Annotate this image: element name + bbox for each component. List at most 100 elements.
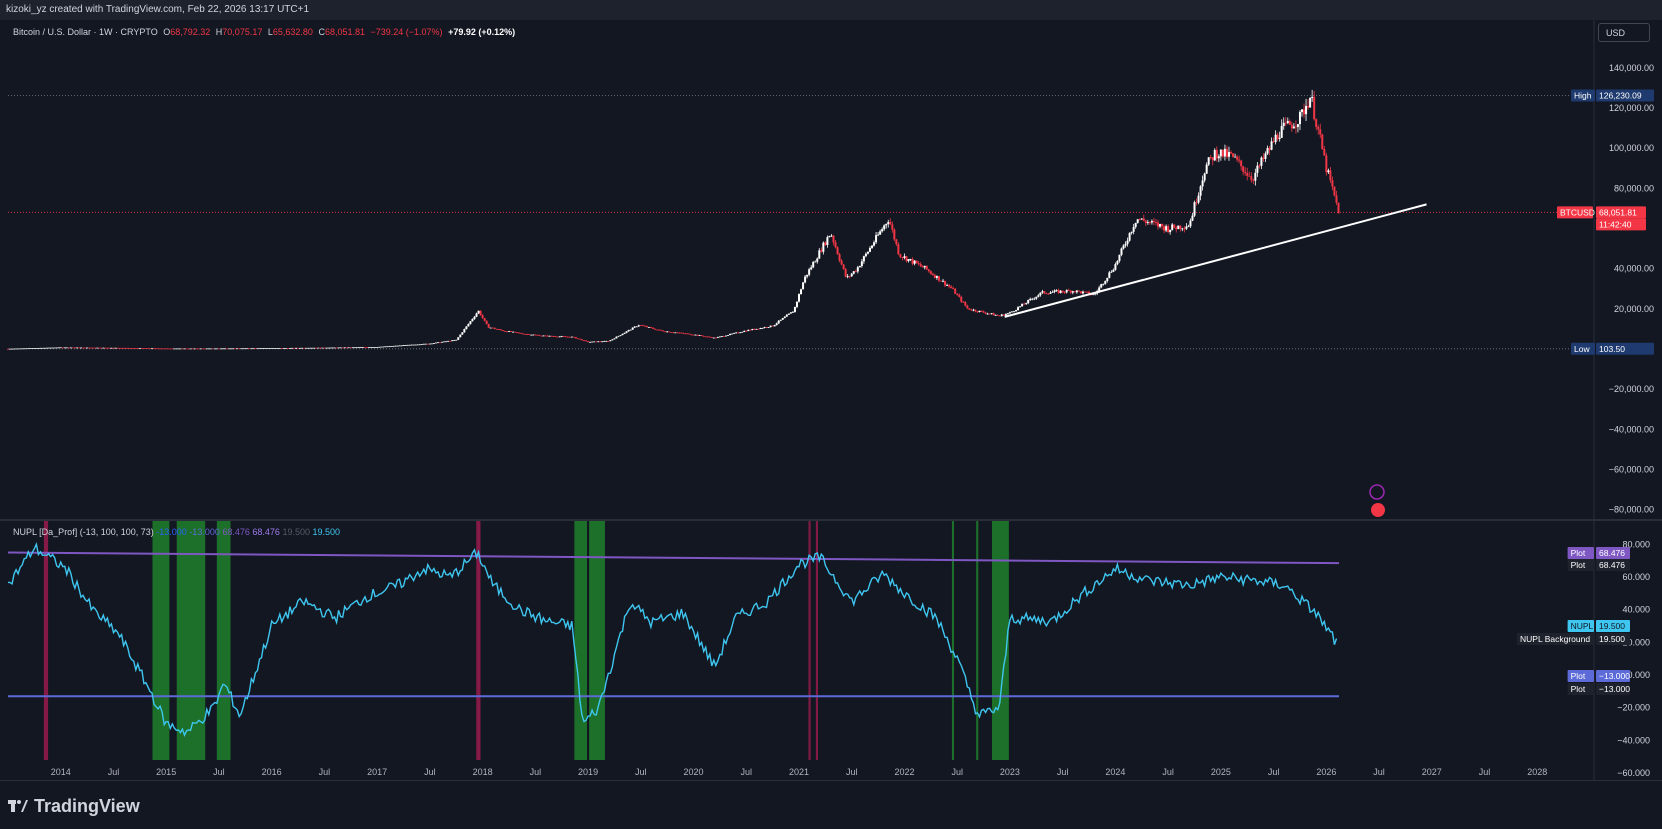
candle-body	[1045, 293, 1048, 295]
candle-body	[1012, 311, 1015, 313]
candle-body	[1023, 303, 1026, 305]
chart-canvas[interactable]: 140,000.00 120,000.00 100,000.00 80,000.00 4…	[0, 0, 1662, 780]
candle-body	[840, 260, 843, 265]
candle-body	[404, 345, 407, 346]
candle-body	[292, 347, 295, 349]
candle-body	[495, 328, 498, 330]
time-tick-label: Jul	[741, 767, 753, 777]
candle-body	[248, 348, 251, 350]
time-tick-label: 2017	[367, 767, 387, 777]
candle-body	[1039, 292, 1042, 296]
tradingview-logo[interactable]: TradingView	[8, 796, 140, 817]
candle-body	[1146, 222, 1149, 223]
currency-button[interactable]: USD	[1598, 23, 1650, 42]
candle-body	[905, 256, 908, 262]
candle-body	[1148, 222, 1151, 223]
candle-body	[43, 347, 46, 349]
candle-body	[479, 310, 482, 316]
candle-body	[795, 301, 798, 307]
indicator-legend[interactable]: NUPL [Da_Prof] (-13, 100, 100, 73) -13.0…	[13, 527, 340, 537]
candle-body	[680, 332, 683, 334]
candle-body	[1323, 149, 1326, 156]
candle-body	[329, 347, 332, 349]
ind-tag-value: −13.000	[1596, 683, 1630, 695]
candle-body	[1333, 186, 1336, 196]
candle-body	[757, 328, 760, 330]
candle-body	[751, 328, 754, 331]
candle-body	[1260, 157, 1263, 166]
candle-body	[146, 348, 149, 350]
candle-body	[992, 313, 995, 316]
time-tick-label: Jul	[319, 767, 331, 777]
candle-body	[33, 348, 36, 349]
candle-body	[321, 347, 324, 349]
time-tick-label: 2026	[1316, 767, 1336, 777]
candle-body	[939, 280, 942, 282]
ind-tag-value: 19.500	[1596, 620, 1630, 632]
candle-body	[244, 348, 247, 350]
candle-body	[359, 347, 362, 348]
candle-body	[589, 341, 592, 343]
ind-tag-value-bg	[1596, 547, 1630, 559]
candle-body	[668, 331, 671, 333]
nupl-upper-band	[7, 551, 1339, 565]
candle-body	[722, 336, 725, 337]
candle-body	[690, 334, 693, 336]
candle-body	[270, 348, 273, 349]
candle-body	[108, 347, 111, 349]
candle-body	[185, 348, 188, 350]
candle-body	[262, 348, 265, 349]
candle-body	[566, 336, 569, 338]
candle-body	[481, 315, 484, 319]
close-value: 68,051.81	[324, 27, 365, 37]
candle-body	[960, 296, 963, 302]
candle-body	[441, 341, 444, 343]
nupl-line	[7, 542, 1339, 738]
candle-body	[787, 313, 790, 315]
candle-body	[1262, 157, 1265, 159]
candle-body	[487, 324, 490, 328]
candle-body	[935, 276, 938, 278]
candle-body	[197, 348, 200, 350]
candle-body	[881, 229, 884, 232]
candle-body	[698, 335, 701, 336]
candle-body	[53, 347, 56, 349]
ind-tag-value-bg	[1596, 633, 1630, 645]
candle-body	[1100, 284, 1103, 288]
candle-body	[958, 294, 961, 297]
nupl-accumulation-zone	[152, 521, 170, 760]
ind-tag-name: Plot	[1567, 547, 1594, 559]
candle-body	[635, 326, 638, 328]
candle-body	[990, 313, 993, 315]
nupl-accumulation-zone	[216, 521, 231, 760]
indicator-tick-label: −20.000	[1617, 703, 1650, 713]
candle-body	[1331, 180, 1334, 187]
candle-body	[286, 348, 289, 349]
candle-body	[767, 327, 770, 328]
candle-body	[187, 348, 190, 350]
candle-body	[1292, 126, 1295, 129]
candle-body	[1059, 290, 1062, 293]
candle-body	[806, 274, 809, 277]
candle-body	[1280, 125, 1283, 138]
price-tick-label: −40,000.00	[1609, 424, 1654, 434]
candle-body	[613, 338, 616, 340]
candle-body	[927, 269, 930, 272]
candle-body	[633, 326, 636, 328]
candle-body	[1138, 219, 1141, 221]
candle-body	[1185, 226, 1188, 229]
candle-body	[1177, 225, 1180, 230]
candle-body	[447, 340, 450, 342]
ind-tag-name-text: Plot	[1571, 684, 1586, 694]
candle-body	[716, 336, 719, 338]
candle-body	[952, 288, 955, 289]
candle-body	[365, 347, 368, 348]
candle-body	[57, 347, 60, 349]
candle-body	[82, 347, 85, 349]
candle-body	[647, 327, 650, 328]
candle-body	[1053, 290, 1056, 292]
candle-body	[315, 347, 318, 349]
candle-body	[221, 348, 224, 350]
candle-body	[355, 347, 358, 349]
candle-body	[911, 259, 914, 264]
